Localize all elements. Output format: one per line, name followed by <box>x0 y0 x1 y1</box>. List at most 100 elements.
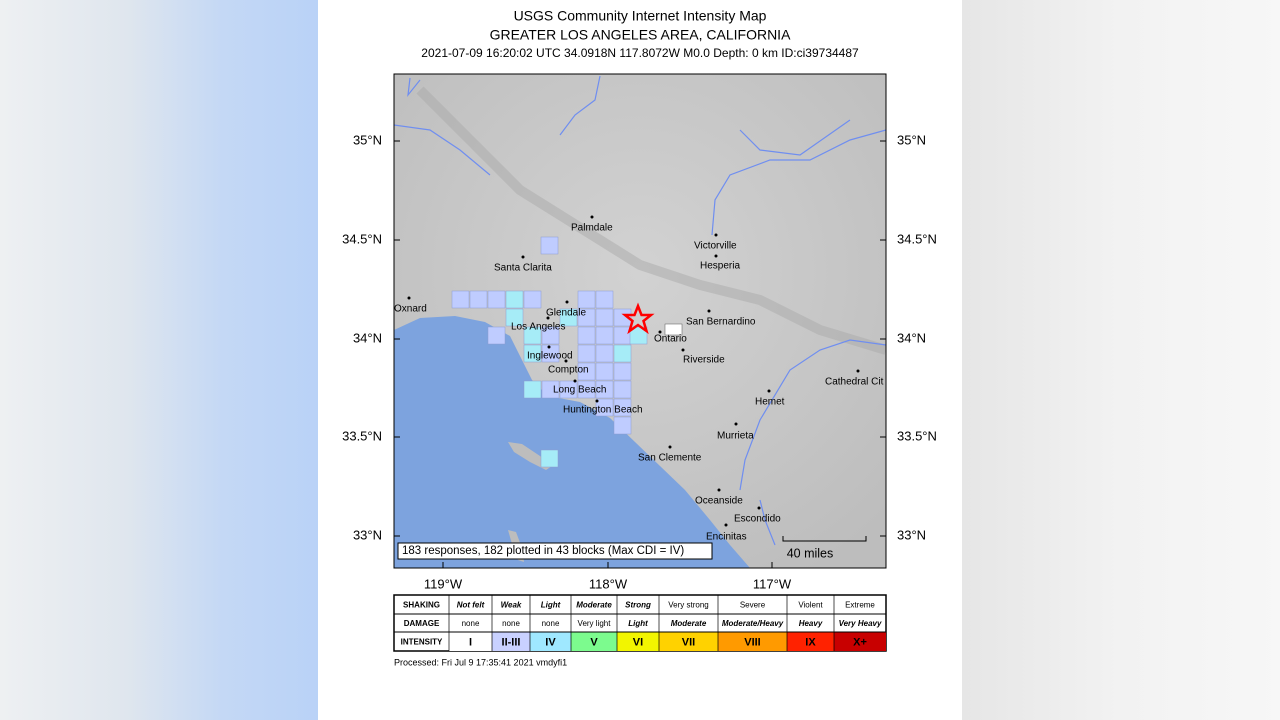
lon-label: 118°W <box>589 576 628 591</box>
place-dot <box>717 488 721 492</box>
legend-cell: IX <box>805 636 816 648</box>
intensity-block <box>613 362 632 381</box>
place-label: Huntington Beach <box>563 405 643 416</box>
intensity-swatch <box>617 632 659 651</box>
place-label: Santa Clarita <box>494 263 552 274</box>
legend-cell: none <box>462 619 480 628</box>
lat-label: 34.5°N <box>897 231 937 246</box>
place-label: Encinitas <box>706 532 747 543</box>
place-label: Glendale <box>546 308 586 319</box>
backdrop-right <box>962 0 1280 720</box>
legend-cell: Very Heavy <box>839 619 882 628</box>
event-info: 2021-07-09 16:20:02 UTC 34.0918N 117.807… <box>421 46 859 60</box>
legend-cell: II-III <box>502 636 521 648</box>
lat-label: 34°N <box>353 330 382 345</box>
intensity-block <box>540 236 559 255</box>
place-dot <box>590 215 594 219</box>
place-dot <box>714 233 718 237</box>
scale-bar <box>782 536 867 542</box>
legend-cell: none <box>502 619 520 628</box>
intensity-block <box>629 326 648 345</box>
intensity-block <box>595 326 614 345</box>
lat-label: 34.5°N <box>342 231 382 246</box>
intensity-block <box>451 290 470 309</box>
lat-label: 33°N <box>353 527 382 542</box>
place-label: San Clemente <box>638 453 702 464</box>
rivers <box>394 75 886 546</box>
ridge <box>416 86 886 355</box>
intensity-block <box>664 323 683 336</box>
lat-label: 33°N <box>897 527 926 542</box>
legend-cell: Moderate <box>576 601 612 610</box>
intensity-block <box>541 380 560 399</box>
intensity-block <box>577 326 596 345</box>
intensity-block <box>559 380 578 399</box>
place-label: Oxnard <box>394 304 427 315</box>
legend-cell: Heavy <box>799 619 823 628</box>
intensity-block <box>595 290 614 309</box>
legend-row-label: INTENSITY <box>401 638 443 647</box>
legend-cell: X+ <box>853 636 867 648</box>
intensity-block <box>541 344 560 363</box>
lon-label: 119°W <box>424 576 463 591</box>
legend-cell: Strong <box>625 601 651 610</box>
place-dot <box>668 445 672 449</box>
intensity-block <box>523 380 542 399</box>
footer: Processed: Fri Jul 9 17:35:41 2021 vmdyf… <box>394 657 567 667</box>
place-dot <box>856 369 860 373</box>
legend-cell: Light <box>541 601 561 610</box>
intensity-block <box>577 362 596 381</box>
summary-box <box>397 542 713 560</box>
summary: 183 responses, 182 plotted in 43 blocks … <box>402 545 684 557</box>
ocean <box>394 316 750 568</box>
lat-label: 33.5°N <box>342 428 382 443</box>
places: Palmdale Santa Clarita Victorville Hesperia… <box>394 215 884 543</box>
legend-cell: Extreme <box>845 601 875 610</box>
intensity-block <box>577 290 596 309</box>
intensity-block <box>487 290 506 309</box>
place-dot <box>595 399 599 403</box>
intensity-block <box>595 344 614 363</box>
legend-cell: VI <box>633 636 643 648</box>
place-label: Ontario <box>654 334 687 345</box>
map-frame <box>393 73 887 569</box>
place-label: Long Beach <box>553 385 606 396</box>
place-label: Hemet <box>755 397 785 408</box>
legend-cell: Very strong <box>668 601 708 610</box>
intensity-block <box>523 344 542 363</box>
place-dot <box>714 254 718 258</box>
intensity-block <box>559 308 578 327</box>
backdrop-left <box>0 0 318 720</box>
legend-cell: Light <box>628 619 648 628</box>
intensity-block <box>523 326 542 345</box>
intensity-block <box>613 326 632 345</box>
place-dot <box>707 309 711 313</box>
intensity-block <box>577 380 596 399</box>
legend-cell: Very light <box>578 619 612 628</box>
place-label: Inglewood <box>527 351 573 362</box>
intensity-swatch <box>492 632 530 651</box>
place-dot <box>521 255 525 259</box>
place-label: Compton <box>548 365 589 376</box>
intensity-block <box>541 326 560 345</box>
legend-cell: Moderate/Heavy <box>722 619 784 628</box>
place-label: Oceanside <box>695 496 743 507</box>
place-label: Riverside <box>683 355 725 366</box>
intensity-swatch <box>834 632 886 651</box>
legend-cell: Moderate <box>671 619 707 628</box>
intensity-block <box>595 380 614 399</box>
legend-cell: Not felt <box>457 601 485 610</box>
intensity-block <box>505 308 524 327</box>
intensity-swatch <box>659 632 718 651</box>
intensity-block <box>595 362 614 381</box>
intensity-block <box>613 380 632 399</box>
lat-label: 33.5°N <box>897 428 937 443</box>
intensity-block <box>540 449 559 468</box>
legend-cell: VII <box>682 636 695 648</box>
place-dot <box>681 348 685 352</box>
place-dot <box>564 359 568 363</box>
place-dot <box>565 300 569 304</box>
place-label: Cathedral Cit <box>825 377 884 388</box>
